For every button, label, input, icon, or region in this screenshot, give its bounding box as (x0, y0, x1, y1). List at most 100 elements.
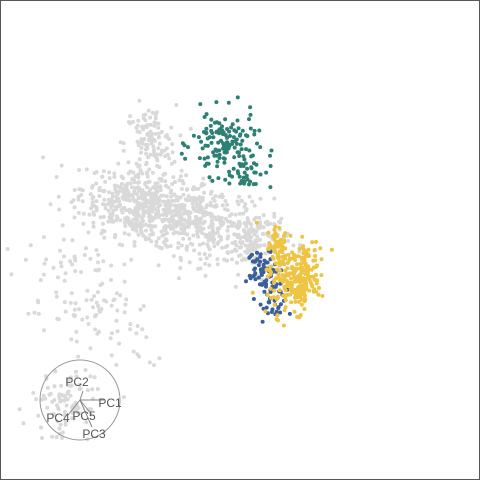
data-point (272, 196, 277, 201)
data-point (129, 257, 134, 262)
data-point (58, 248, 62, 253)
data-point (72, 188, 77, 192)
data-point (136, 213, 141, 218)
data-point (282, 262, 287, 267)
data-point (72, 254, 77, 259)
data-point (289, 289, 294, 294)
data-point (60, 430, 65, 435)
data-point (141, 219, 146, 224)
data-point (235, 118, 240, 123)
data-point (232, 232, 237, 237)
data-point (305, 271, 310, 276)
data-point (98, 283, 103, 287)
data-point (198, 257, 203, 262)
data-point (96, 252, 101, 257)
data-point (108, 336, 113, 341)
data-point (302, 307, 307, 311)
data-point (101, 169, 106, 174)
data-point (195, 231, 200, 236)
data-point (190, 201, 195, 206)
data-point (258, 145, 263, 150)
data-point (66, 377, 71, 382)
data-point (241, 154, 246, 159)
data-point (209, 237, 214, 242)
data-point (188, 126, 193, 131)
data-point (209, 212, 214, 217)
data-point (53, 369, 58, 374)
data-point (254, 220, 259, 225)
data-point (101, 221, 105, 226)
data-point (281, 323, 286, 328)
data-point (208, 123, 213, 128)
data-point (138, 307, 143, 312)
data-point (258, 259, 263, 264)
data-point (319, 257, 324, 262)
data-point (138, 224, 143, 229)
data-point (208, 203, 213, 208)
data-point (287, 256, 292, 261)
data-point (205, 155, 210, 160)
data-point (42, 261, 47, 266)
data-point (207, 175, 212, 180)
data-point (197, 195, 202, 200)
data-point (31, 390, 36, 395)
data-point (76, 354, 81, 359)
data-point (42, 328, 46, 333)
loading-label-pc5: PC5 (72, 409, 96, 423)
data-point (115, 329, 120, 334)
data-point (117, 242, 122, 247)
data-point (28, 243, 33, 248)
data-point (272, 244, 277, 249)
data-point (202, 219, 207, 224)
data-point (84, 420, 89, 425)
data-point (249, 222, 254, 227)
data-point (94, 199, 99, 204)
data-point (134, 161, 139, 166)
data-point (221, 130, 226, 135)
data-point (200, 198, 205, 203)
data-point (292, 309, 297, 314)
data-point (115, 190, 119, 195)
data-point (92, 294, 97, 299)
data-point (59, 163, 64, 168)
data-point (185, 198, 190, 203)
data-point (103, 206, 108, 211)
data-point (76, 210, 81, 215)
data-point (151, 138, 156, 142)
data-point (193, 209, 198, 213)
data-point (266, 246, 270, 251)
data-point (258, 172, 263, 177)
data-point (209, 223, 213, 228)
data-point (162, 148, 167, 153)
data-point (101, 214, 106, 219)
data-point (90, 200, 95, 205)
data-point (76, 406, 81, 411)
data-point (133, 221, 138, 226)
data-point (216, 176, 221, 181)
data-point (171, 254, 176, 258)
data-point (236, 272, 241, 277)
data-point (240, 138, 245, 143)
data-point (274, 276, 279, 281)
data-point (124, 208, 129, 213)
data-point (251, 243, 256, 248)
data-point (181, 228, 186, 233)
data-point (118, 140, 123, 145)
data-point (242, 229, 247, 234)
data-point (223, 199, 228, 203)
data-point (9, 272, 14, 277)
data-point (276, 305, 281, 310)
data-point (244, 224, 249, 229)
data-point (154, 239, 159, 244)
data-point (183, 156, 188, 161)
data-point (88, 256, 93, 261)
data-point (207, 253, 212, 258)
data-point (172, 230, 177, 235)
points-layer (5, 95, 334, 442)
data-point (72, 205, 77, 210)
data-point (252, 132, 257, 137)
data-point (58, 399, 63, 404)
loading-label-pc1: PC1 (98, 396, 122, 410)
data-point (104, 299, 109, 304)
data-point (287, 311, 292, 316)
